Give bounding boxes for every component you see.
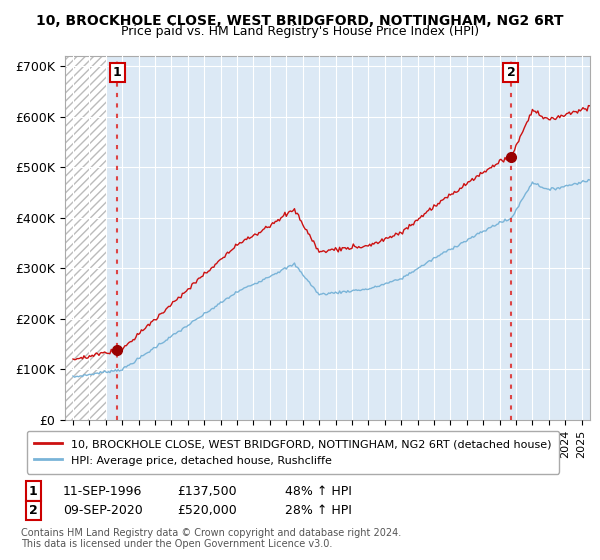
Text: 48% ↑ HPI: 48% ↑ HPI bbox=[285, 484, 352, 498]
Text: Contains HM Land Registry data © Crown copyright and database right 2024.
This d: Contains HM Land Registry data © Crown c… bbox=[21, 528, 401, 549]
Text: 1: 1 bbox=[29, 484, 37, 498]
Text: Price paid vs. HM Land Registry's House Price Index (HPI): Price paid vs. HM Land Registry's House … bbox=[121, 25, 479, 38]
Text: 2: 2 bbox=[29, 504, 37, 517]
Text: 11-SEP-1996: 11-SEP-1996 bbox=[63, 484, 142, 498]
Text: £520,000: £520,000 bbox=[177, 504, 237, 517]
Text: 09-SEP-2020: 09-SEP-2020 bbox=[63, 504, 143, 517]
Text: 28% ↑ HPI: 28% ↑ HPI bbox=[285, 504, 352, 517]
Bar bbox=[65, 56, 106, 420]
Bar bbox=[65, 56, 106, 420]
Text: 2: 2 bbox=[506, 66, 515, 79]
Text: £137,500: £137,500 bbox=[177, 484, 236, 498]
Text: 1: 1 bbox=[113, 66, 122, 79]
Legend: 10, BROCKHOLE CLOSE, WEST BRIDGFORD, NOTTINGHAM, NG2 6RT (detached house), HPI: : 10, BROCKHOLE CLOSE, WEST BRIDGFORD, NOT… bbox=[26, 431, 559, 474]
Text: 10, BROCKHOLE CLOSE, WEST BRIDGFORD, NOTTINGHAM, NG2 6RT: 10, BROCKHOLE CLOSE, WEST BRIDGFORD, NOT… bbox=[36, 14, 564, 28]
